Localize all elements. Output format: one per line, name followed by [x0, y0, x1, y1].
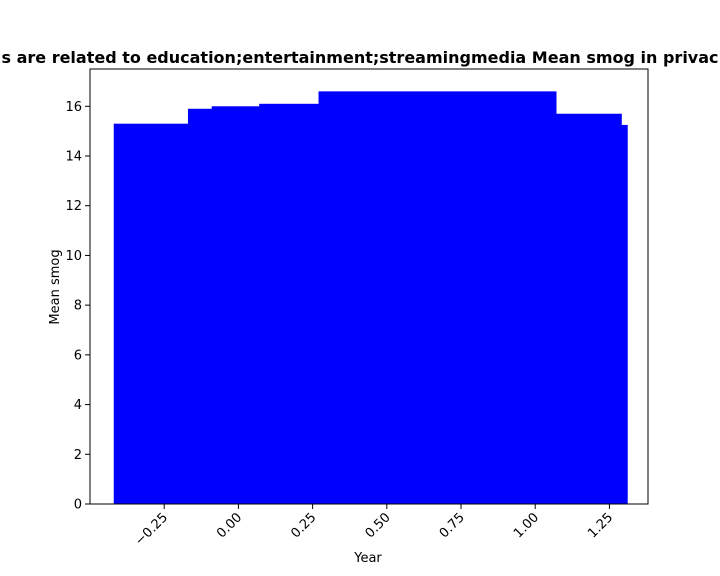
y-tick-label: 16 — [65, 100, 82, 115]
y-tick-label: 10 — [65, 249, 82, 264]
y-axis-label: Mean smog — [48, 249, 63, 324]
y-tick-label: 4 — [74, 398, 82, 413]
x-tick-label: 0.00 — [214, 510, 245, 541]
y-axis-ticks: 0 2 4 6 8 10 12 14 16 — [65, 100, 90, 513]
y-tick-label: 8 — [74, 299, 82, 314]
bars-group — [113, 91, 628, 505]
x-tick-label: 0.75 — [437, 510, 468, 541]
x-tick-label: 1.00 — [511, 510, 542, 541]
y-tick-label: 2 — [74, 448, 82, 463]
y-tick-label: 0 — [74, 498, 82, 513]
x-tick-label: −0.25 — [132, 510, 171, 549]
x-axis-label: Year — [353, 551, 382, 566]
y-tick-label: 14 — [65, 150, 82, 165]
bar-1 — [187, 108, 213, 505]
y-tick-label: 6 — [74, 348, 82, 363]
chart-title: s are related to education;entertainment… — [1, 48, 718, 67]
bar-5 — [555, 113, 622, 504]
bar-0 — [113, 123, 189, 504]
bar-4 — [318, 91, 557, 504]
y-tick-label: 12 — [65, 199, 82, 214]
x-axis-ticks: −0.25 0.00 0.25 0.50 0.75 1.00 1.25 — [132, 504, 616, 549]
bar-3 — [259, 103, 320, 505]
bar-2 — [211, 106, 260, 505]
x-tick-label: 0.50 — [363, 510, 394, 541]
plot-frame — [89, 68, 649, 505]
bar-6 — [621, 124, 628, 504]
x-tick-label: 0.25 — [288, 510, 319, 541]
x-tick-label: 1.25 — [585, 510, 616, 541]
